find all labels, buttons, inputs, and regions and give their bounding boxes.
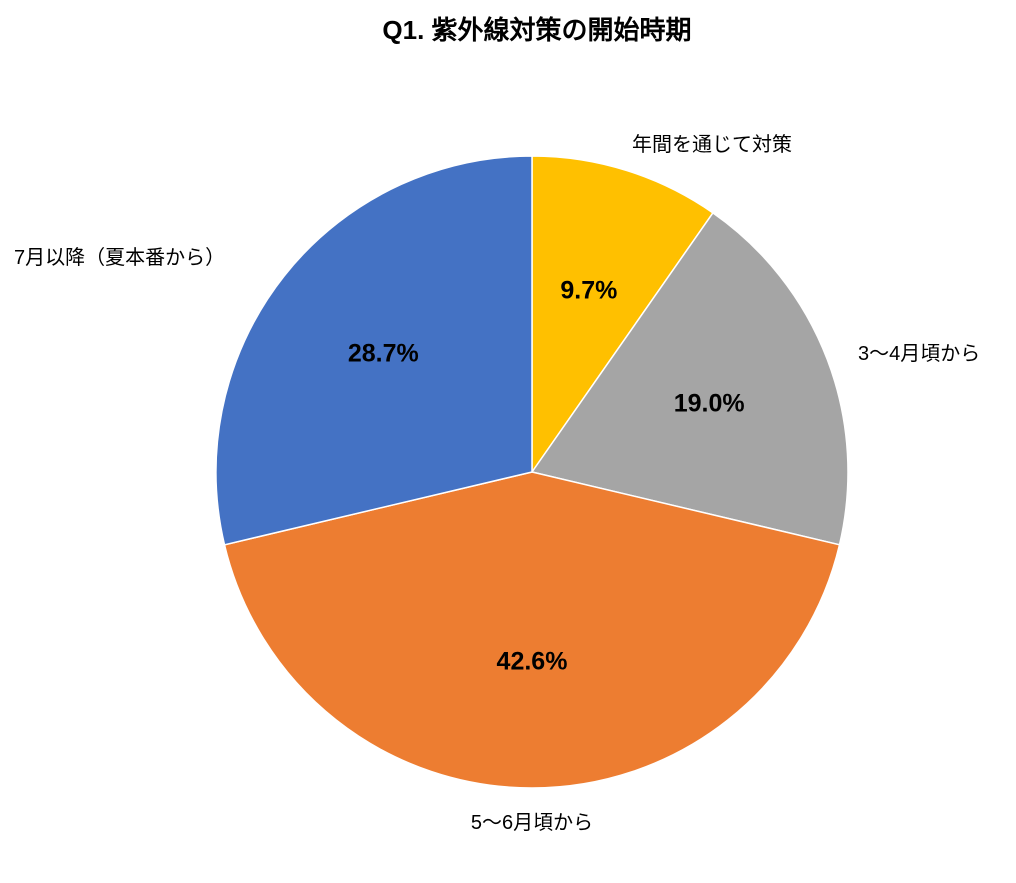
slice-category-label: 5〜6月頃から [470,812,594,834]
pie-slice-3 [215,155,533,546]
pie-chart [215,155,849,789]
slice-value-label: 42.6% [496,647,568,676]
slice-value-label: 9.7% [560,276,618,305]
slice-value-label: 28.7% [347,339,419,368]
slice-category-label: 年間を通じて対策 [632,134,792,156]
pie-slice-2 [223,471,841,789]
pie-slice-1 [530,211,849,546]
slice-value-label: 19.0% [673,389,745,418]
chart-title: Q1. 紫外線対策の開始時期 [382,15,692,45]
pie-slice-0 [531,155,714,475]
slice-category-label: 7月以降（夏本番から） [14,247,226,269]
slice-category-label: 3〜4月頃から [858,343,981,365]
